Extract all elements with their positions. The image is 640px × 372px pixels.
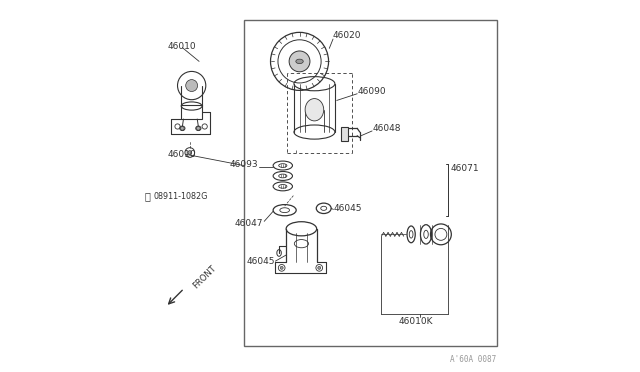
Ellipse shape xyxy=(305,99,324,121)
Circle shape xyxy=(188,151,191,154)
Text: 46045: 46045 xyxy=(246,257,275,266)
Text: 46020: 46020 xyxy=(333,31,362,40)
Text: 46010: 46010 xyxy=(168,42,196,51)
Circle shape xyxy=(186,80,198,92)
Text: 46071: 46071 xyxy=(450,164,479,173)
Text: 46048: 46048 xyxy=(372,124,401,133)
Ellipse shape xyxy=(296,59,303,64)
Text: 46047: 46047 xyxy=(235,219,264,228)
Text: 46045: 46045 xyxy=(333,204,362,213)
Circle shape xyxy=(280,266,283,269)
Circle shape xyxy=(318,266,321,269)
Bar xyxy=(244,20,497,346)
Text: 08911-1082G: 08911-1082G xyxy=(154,192,208,201)
Circle shape xyxy=(196,126,200,130)
Text: A'60A 0087: A'60A 0087 xyxy=(451,355,497,364)
Circle shape xyxy=(180,126,184,130)
Text: 46093: 46093 xyxy=(230,160,259,169)
Text: FRONT: FRONT xyxy=(191,264,218,291)
Text: Ⓝ: Ⓝ xyxy=(145,191,150,201)
Text: 46010K: 46010K xyxy=(398,317,433,326)
Text: 46010: 46010 xyxy=(168,150,196,159)
Bar xyxy=(181,105,202,119)
Text: 46090: 46090 xyxy=(357,87,386,96)
Bar xyxy=(341,127,348,141)
Circle shape xyxy=(289,51,310,72)
